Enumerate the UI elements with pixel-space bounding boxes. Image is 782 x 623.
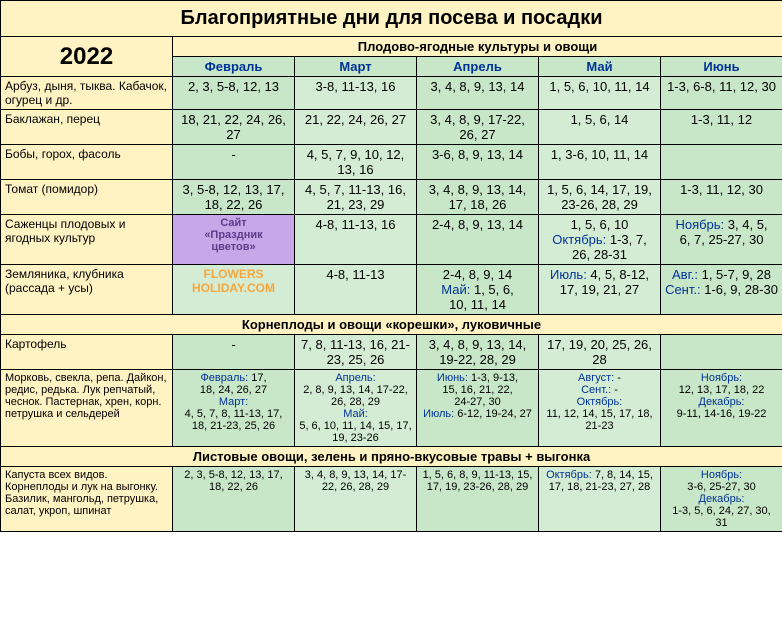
row-label: Арбуз, дыня, тыква. Кабачок, огурец и др… (1, 77, 173, 110)
cell: 2-4, 8, 9, 14 Май: 1, 5, 6, 10, 11, 14 (417, 265, 539, 315)
cell: - (173, 145, 295, 180)
cell: 2-4, 8, 9, 13, 14 (417, 215, 539, 265)
cell: 18, 21, 22, 24, 26, 27 (173, 110, 295, 145)
table-row: Капуста всех видов. Корнеплоды и лук на … (1, 467, 782, 532)
cell: 1, 5, 6, 14, 17, 19, 23-26, 28, 29 (539, 180, 661, 215)
table-row: Томат (помидор) 3, 5-8, 12, 13, 17, 18, … (1, 180, 782, 215)
month-mar: Март (295, 57, 417, 77)
cell: 17, 19, 20, 25, 26, 28 (539, 335, 661, 370)
cell: Ноябрь: 12, 13, 17, 18, 22 Декабрь: 9-11… (661, 370, 782, 447)
cell: 3-6, 8, 9, 13, 14 (417, 145, 539, 180)
table-row: Саженцы плодовых и ягодных культур Сайт … (1, 215, 782, 265)
cell: 1-3, 11, 12 (661, 110, 782, 145)
cell: 3, 4, 8, 9, 17-22, 26, 27 (417, 110, 539, 145)
year-label: 2022 (1, 37, 173, 77)
row-label: Капуста всех видов. Корнеплоды и лук на … (1, 467, 173, 532)
cell: Авг.: 1, 5-7, 9, 28 Сент.: 1-6, 9, 28-30 (661, 265, 782, 315)
cell: 1, 5, 6, 10 Октябрь: 1-3, 7, 26, 28-31 (539, 215, 661, 265)
table-row: Морковь, свекла, репа. Дайкон, редис, ре… (1, 370, 782, 447)
cell: 1, 5, 6, 8, 9, 11-13, 15, 17, 19, 23-26,… (417, 467, 539, 532)
cell: Август: - Сент.: - Октябрь: 11, 12, 14, … (539, 370, 661, 447)
cell: 7, 8, 11-13, 16, 21-23, 25, 26 (295, 335, 417, 370)
cell (661, 335, 782, 370)
cell: 2, 3, 5-8, 12, 13, 17, 18, 22, 26 (173, 467, 295, 532)
cell: 4, 5, 7, 9, 10, 12, 13, 16 (295, 145, 417, 180)
table-row: Картофель - 7, 8, 11-13, 16, 21-23, 25, … (1, 335, 782, 370)
cell: 3, 4, 8, 9, 13, 14, 17, 18, 26 (417, 180, 539, 215)
cell: 4-8, 11-13 (295, 265, 417, 315)
row-label: Картофель (1, 335, 173, 370)
cell: Октябрь: 7, 8, 14, 15, 17, 18, 21-23, 27… (539, 467, 661, 532)
table-row: Арбуз, дыня, тыква. Кабачок, огурец и др… (1, 77, 782, 110)
month-jun: Июнь (661, 57, 782, 77)
row-label: Томат (помидор) (1, 180, 173, 215)
cell: 3, 4, 8, 9, 13, 14, 19-22, 28, 29 (417, 335, 539, 370)
cell: 3, 5-8, 12, 13, 17, 18, 22, 26 (173, 180, 295, 215)
cell: Ноябрь: 3-6, 25-27, 30 Декабрь: 1-3, 5, … (661, 467, 782, 532)
section2-header: Корнеплоды и овощи «корешки», луковичные (1, 315, 782, 335)
cell: Июнь: 1-3, 9-13, 15, 16, 21, 22, 24-27, … (417, 370, 539, 447)
cell: Июль: 4, 5, 8-12, 17, 19, 21, 27 (539, 265, 661, 315)
section3-header: Листовые овощи, зелень и пряно-вкусовые … (1, 447, 782, 467)
month-may: Май (539, 57, 661, 77)
cell: 1, 5, 6, 10, 11, 14 (539, 77, 661, 110)
cell: 4, 5, 7, 11-13, 16, 21, 23, 29 (295, 180, 417, 215)
cell: 4-8, 11-13, 16 (295, 215, 417, 265)
month-feb: Февраль (173, 57, 295, 77)
row-label: Земляника, клубника (рассада + усы) (1, 265, 173, 315)
cell: 3, 4, 8, 9, 13, 14, 17-22, 26, 28, 29 (295, 467, 417, 532)
cell: Ноябрь: 3, 4, 5, 6, 7, 25-27, 30 (661, 215, 782, 265)
row-label: Морковь, свекла, репа. Дайкон, редис, ре… (1, 370, 173, 447)
page-title: Благоприятные дни для посева и посадки (1, 1, 782, 37)
cell: 3, 4, 8, 9, 13, 14 (417, 77, 539, 110)
cell: 1, 3-6, 10, 11, 14 (539, 145, 661, 180)
row-label: Саженцы плодовых и ягодных культур (1, 215, 173, 265)
row-label: Бобы, горох, фасоль (1, 145, 173, 180)
cell: 1, 5, 6, 14 (539, 110, 661, 145)
cell: - (173, 335, 295, 370)
section1-header: Плодово-ягодные культуры и овощи (173, 37, 782, 57)
cell: Апрель: 2, 8, 9, 13, 14, 17-22, 26, 28, … (295, 370, 417, 447)
cell: 3-8, 11-13, 16 (295, 77, 417, 110)
table-row: Бобы, горох, фасоль - 4, 5, 7, 9, 10, 12… (1, 145, 782, 180)
watermark-site: Сайт «Праздник цветов» (173, 215, 295, 265)
cell (661, 145, 782, 180)
table-row: Баклажан, перец 18, 21, 22, 24, 26, 27 2… (1, 110, 782, 145)
cell: 1-3, 11, 12, 30 (661, 180, 782, 215)
cell: Февраль: 17, 18, 24, 26, 27 Март: 4, 5, … (173, 370, 295, 447)
cell: 1-3, 6-8, 11, 12, 30 (661, 77, 782, 110)
watermark-domain: FLOWERS HOLIDAY.COM (173, 265, 295, 315)
table-row: Земляника, клубника (рассада + усы) FLOW… (1, 265, 782, 315)
cell: 2, 3, 5-8, 12, 13 (173, 77, 295, 110)
month-apr: Апрель (417, 57, 539, 77)
row-label: Баклажан, перец (1, 110, 173, 145)
cell: 21, 22, 24, 26, 27 (295, 110, 417, 145)
